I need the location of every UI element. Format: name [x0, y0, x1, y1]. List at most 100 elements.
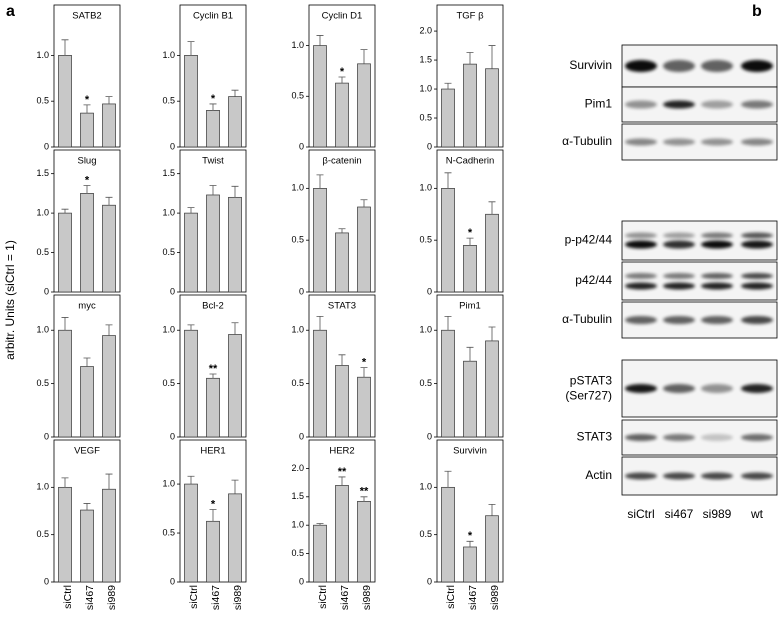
y-tick-label: 1.0: [291, 520, 304, 530]
blot-label: Survivin: [569, 58, 612, 72]
y-tick-label: 0.5: [291, 548, 304, 558]
blot-label: STAT3: [576, 430, 612, 444]
y-tick-label: 0.5: [36, 96, 49, 106]
error-bar: [231, 479, 239, 494]
bar: [228, 334, 242, 438]
blot-label: α-Tubulin: [562, 312, 612, 326]
blot-band: [741, 434, 773, 441]
error-bar: [105, 196, 113, 206]
bar: [463, 546, 477, 583]
blot-band: [701, 384, 733, 393]
bar: [313, 45, 327, 148]
bar: [228, 196, 242, 293]
y-tick-label: 2.0: [419, 25, 432, 35]
significance-mark: *: [211, 93, 216, 105]
y-tick-label: 0.5: [419, 529, 432, 539]
error-bar: [466, 346, 474, 362]
y-tick-label: 1.0: [36, 482, 49, 492]
panel-label: b: [752, 3, 762, 20]
blot-band: [625, 60, 657, 72]
error-bar: [187, 475, 195, 485]
chart-title: Survivin: [453, 446, 487, 457]
bar: [102, 335, 116, 438]
bar: [441, 188, 455, 293]
chart-title: HER2: [329, 446, 354, 457]
blot-band: [625, 384, 657, 393]
bar: [485, 340, 499, 438]
chart-title: HER1: [200, 446, 225, 457]
x-tick-label: si989: [489, 585, 501, 610]
error-bar: [61, 317, 69, 331]
bar: [313, 524, 327, 583]
x-tick-label: si467: [339, 585, 351, 610]
lane-label: si467: [665, 507, 694, 521]
bar: [184, 329, 198, 438]
lane-label: wt: [750, 507, 764, 521]
bar: [357, 376, 371, 438]
y-tick-label: 0.5: [36, 529, 49, 539]
y-tick-label: 0.5: [419, 378, 432, 388]
significance-mark: *: [211, 498, 216, 510]
bar: [357, 500, 371, 583]
bar: [206, 110, 220, 148]
blot-band: [701, 316, 733, 324]
y-tick-label: 0: [427, 286, 432, 296]
blot-band: [701, 273, 733, 279]
blot-band: [741, 232, 773, 239]
y-tick-label: 1.5: [419, 54, 432, 64]
error-bar: [444, 172, 452, 189]
error-bar: [466, 52, 474, 65]
y-tick-label: 0: [170, 431, 175, 441]
y-tick-label: 0.5: [291, 378, 304, 388]
blot-band: [701, 138, 733, 146]
panel-label: a: [6, 3, 15, 20]
error-bar: [338, 228, 346, 233]
x-tick-label: si467: [467, 585, 479, 610]
error-bar: [338, 476, 346, 486]
blot-band: [625, 316, 657, 324]
error-bar: [316, 174, 324, 189]
significance-mark: *: [468, 227, 473, 239]
error-bar: [466, 540, 474, 547]
y-tick-label: 1.0: [419, 325, 432, 335]
blot-band: [663, 232, 695, 239]
error-bar: [83, 503, 91, 511]
blot-band: [701, 232, 733, 239]
x-tick-label: siCtrl: [188, 585, 200, 609]
blot-band: [625, 282, 657, 290]
blot-label: (Ser727): [565, 389, 612, 403]
bar: [80, 193, 94, 293]
y-tick-label: 1.0: [162, 478, 175, 488]
blot-band: [663, 282, 695, 290]
bar: [184, 212, 198, 293]
error-bar: [105, 473, 113, 490]
y-tick-label: 0.5: [162, 527, 175, 537]
blot-band: [701, 434, 733, 441]
bar: [206, 194, 220, 293]
significance-mark: *: [468, 530, 473, 542]
error-bar: [231, 322, 239, 335]
blot-band: [663, 434, 695, 441]
bar: [184, 55, 198, 148]
y-tick-label: 0.5: [419, 235, 432, 245]
bar: [58, 329, 72, 438]
chart-title: Twist: [202, 156, 224, 167]
chart-title: Cyclin D1: [322, 11, 363, 22]
blot-band: [741, 240, 773, 249]
blot-band: [741, 282, 773, 290]
y-tick-label: 1.0: [36, 207, 49, 217]
blot-band: [741, 384, 773, 393]
bar: [80, 112, 94, 148]
y-tick-label: 0: [170, 286, 175, 296]
y-tick-label: 0: [44, 576, 49, 586]
bar: [463, 63, 477, 148]
blot-label: Pim1: [585, 97, 613, 111]
error-bar: [83, 357, 91, 367]
y-tick-label: 1.0: [162, 50, 175, 60]
bar: [206, 520, 220, 583]
blot-band: [663, 240, 695, 249]
x-tick-label: si467: [84, 585, 96, 610]
bar: [441, 329, 455, 438]
blot-band: [701, 60, 733, 72]
x-tick-label: si467: [210, 585, 222, 610]
